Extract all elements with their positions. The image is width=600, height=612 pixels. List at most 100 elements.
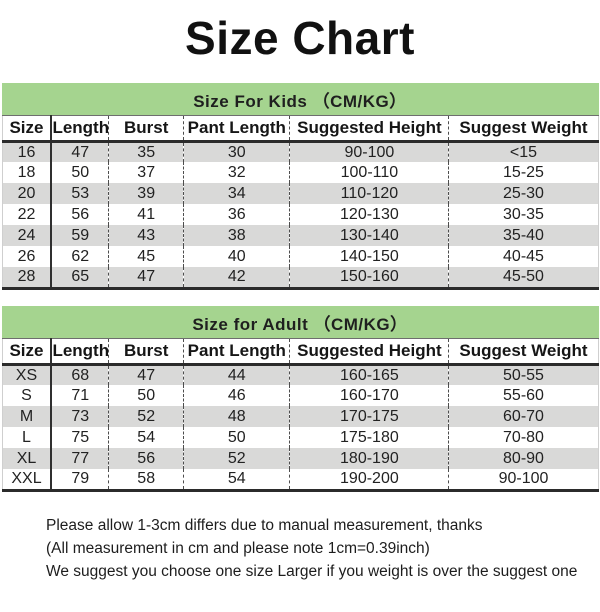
table-cell: 25-30 — [448, 183, 598, 205]
table-cell: 65 — [50, 267, 109, 289]
table-cell: 30-35 — [448, 204, 598, 226]
table-cell: 15-25 — [448, 162, 598, 184]
table-cell: 42 — [183, 267, 290, 289]
table-cell: 60-70 — [448, 406, 598, 428]
table-cell: 90-100 — [448, 469, 598, 491]
column-header: Suggest Weight — [448, 337, 598, 366]
table-cell: XS — [2, 364, 52, 386]
table-row: 20 53 39 34 110-120 25-30 — [2, 183, 598, 205]
table-cell: 190-200 — [289, 469, 449, 491]
table-cell: 45 — [108, 246, 184, 268]
table-cell: 58 — [108, 469, 184, 491]
table-cell: 37 — [108, 162, 184, 184]
table-cell: 59 — [50, 225, 109, 247]
table-cell: 43 — [108, 225, 184, 247]
table-cell: 150-160 — [289, 267, 449, 289]
table-row: 26 62 45 40 140-150 40-45 — [2, 246, 598, 268]
table-cell: 79 — [50, 469, 109, 491]
table-cell: 55-60 — [448, 385, 598, 407]
table-cell: 47 — [50, 141, 109, 163]
table-row: XL 77 56 52 180-190 80-90 — [2, 448, 598, 470]
table-cell: 47 — [108, 364, 184, 386]
table-cell: 38 — [183, 225, 290, 247]
table-cell: 34 — [183, 183, 290, 205]
kids-table-banner: Size For Kids （CM/KG） — [1, 82, 599, 115]
table-cell: 180-190 — [289, 448, 449, 470]
table-row: XXL 79 58 54 190-200 90-100 — [2, 469, 598, 491]
table-row: 18 50 37 32 100-110 15-25 — [2, 162, 598, 184]
table-cell: 24 — [2, 225, 52, 247]
table-row: S 71 50 46 160-170 55-60 — [2, 385, 598, 407]
table-cell: 50-55 — [448, 364, 598, 386]
table-cell: 40-45 — [448, 246, 598, 268]
table-cell: 53 — [50, 183, 109, 205]
table-cell: 50 — [183, 427, 290, 449]
table-cell: 140-150 — [289, 246, 449, 268]
table-cell: 48 — [183, 406, 290, 428]
table-cell: 40 — [183, 246, 290, 268]
table-cell: 30 — [183, 141, 290, 163]
table-cell: 70-80 — [448, 427, 598, 449]
table-cell: 56 — [108, 448, 184, 470]
table-cell: 18 — [17, 163, 36, 181]
column-header: Length — [50, 114, 109, 143]
table-cell: 73 — [50, 406, 109, 428]
column-header: Burst — [108, 337, 184, 366]
note-line: Please allow 1-3cm differs due to manual… — [46, 516, 483, 534]
note-line: (All measurement in cm and please note 1… — [46, 540, 430, 558]
table-cell: 110-120 — [289, 183, 449, 205]
table-cell: 41 — [108, 204, 184, 226]
table-cell: 80-90 — [448, 448, 598, 470]
table-cell: 35-40 — [448, 225, 598, 247]
table-cell: 36 — [183, 204, 290, 226]
table-cell: 56 — [50, 204, 109, 226]
column-header: Length — [50, 337, 109, 366]
adult-size-section: Size for Adult （CM/KG） Size Length Burst Pa… — [1, 305, 599, 492]
table-cell: 47 — [108, 267, 184, 289]
table-cell: 71 — [50, 385, 109, 407]
table-cell: 160-165 — [289, 364, 449, 386]
table-cell: 45-50 — [448, 267, 598, 289]
table-cell: 54 — [183, 469, 290, 491]
table-cell: 16 — [2, 141, 52, 163]
table-cell: 120-130 — [289, 204, 449, 226]
size-chart-page: Size Chart Size For Kids （CM/KG） Size Len… — [0, 12, 600, 612]
table-cell: 32 — [183, 162, 290, 184]
table-cell: L — [22, 428, 31, 446]
table-header-row: Size Length Burst Pant Length Suggested Heig… — [2, 114, 598, 143]
table-cell: 46 — [183, 385, 290, 407]
table-cell: 35 — [108, 141, 184, 163]
table-row: 24 59 43 38 130-140 35-40 — [2, 225, 598, 247]
column-header: Size — [2, 337, 52, 366]
measurement-notes: Please allow 1-3cm differs due to manual… — [46, 514, 600, 584]
table-row: 16 47 35 30 90-100 <15 — [2, 141, 598, 163]
column-header: Suggested Height — [289, 114, 449, 143]
table-row: XS 68 47 44 160-165 50-55 — [2, 364, 598, 386]
table-cell: 160-170 — [289, 385, 449, 407]
table-cell: 75 — [50, 427, 109, 449]
table-cell: S — [21, 386, 32, 404]
table-cell: 20 — [2, 183, 52, 205]
table-cell: 77 — [50, 448, 109, 470]
table-cell: 175-180 — [289, 427, 449, 449]
table-row: L 75 54 50 175-180 70-80 — [2, 427, 598, 449]
table-cell: 50 — [50, 162, 109, 184]
column-header: Size — [2, 114, 52, 143]
table-cell: <15 — [448, 141, 598, 163]
table-cell: 90-100 — [289, 141, 449, 163]
table-cell: 54 — [108, 427, 184, 449]
table-row: 22 56 41 36 120-130 30-35 — [2, 204, 598, 226]
table-cell: 52 — [108, 406, 184, 428]
adult-size-table: Size Length Burst Pant Length Suggested Heig… — [1, 337, 599, 492]
kids-size-section: Size For Kids （CM/KG） Size Length Burst Pan… — [1, 82, 599, 290]
table-cell: 52 — [183, 448, 290, 470]
table-cell: M — [2, 406, 52, 428]
table-row: M 73 52 48 170-175 60-70 — [2, 406, 598, 428]
column-header: Pant Length — [183, 114, 290, 143]
table-cell: 44 — [183, 364, 290, 386]
table-cell: 22 — [17, 205, 36, 223]
column-header: Suggest Weight — [448, 114, 598, 143]
table-cell: XXL — [11, 470, 42, 488]
table-cell: 130-140 — [289, 225, 449, 247]
table-cell: 62 — [50, 246, 109, 268]
